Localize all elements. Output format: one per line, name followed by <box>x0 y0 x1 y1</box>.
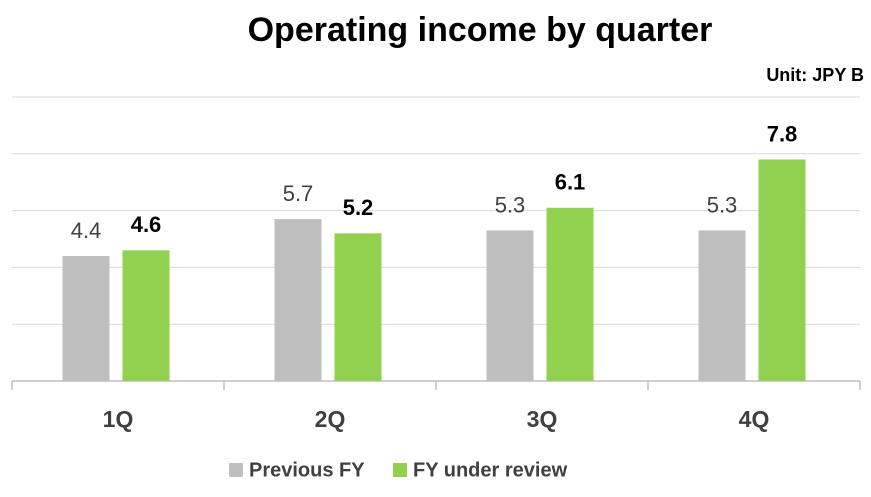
bar <box>62 256 110 381</box>
x-tick-label: 1Q <box>103 406 134 432</box>
unit-label: Unit: JPY B <box>766 65 864 85</box>
x-tick-label: 3Q <box>527 406 558 432</box>
data-label: 6.1 <box>555 170 586 195</box>
legend-swatch <box>229 463 243 477</box>
bar <box>486 230 534 381</box>
data-label: 5.2 <box>343 195 374 220</box>
bar <box>274 219 322 381</box>
chart-title: Operating income by quarter <box>248 11 713 49</box>
x-tick-label: 4Q <box>739 406 770 432</box>
legend-label: Previous FY <box>249 459 365 481</box>
legend-label: FY under review <box>413 459 568 481</box>
bar <box>334 233 382 381</box>
legend-swatch <box>393 463 407 477</box>
data-label: 7.8 <box>767 121 798 146</box>
data-label: 4.4 <box>71 218 102 243</box>
bar <box>698 230 746 381</box>
bar <box>758 159 806 381</box>
data-label: 5.7 <box>283 181 314 206</box>
data-label: 5.3 <box>707 192 738 217</box>
data-label: 4.6 <box>131 212 162 237</box>
bar <box>546 207 594 381</box>
bar <box>122 250 170 381</box>
x-tick-label: 2Q <box>315 406 346 432</box>
data-label: 5.3 <box>495 192 526 217</box>
